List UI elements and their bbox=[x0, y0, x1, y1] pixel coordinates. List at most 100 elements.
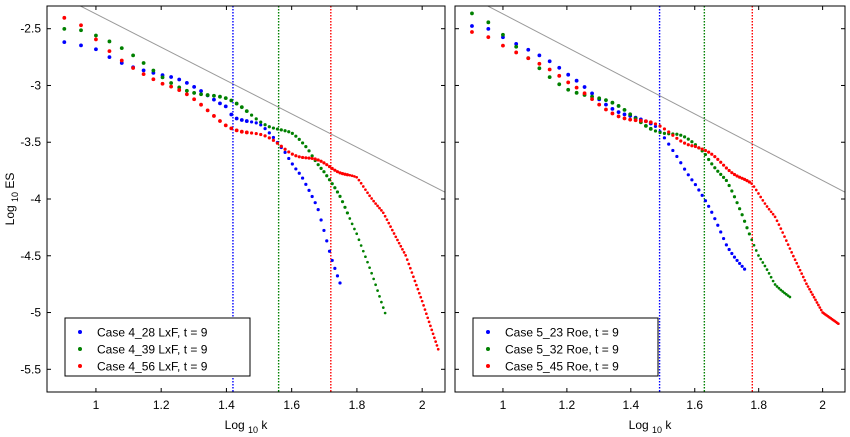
data-point bbox=[738, 261, 742, 266]
data-point bbox=[761, 261, 765, 264]
data-point bbox=[759, 257, 763, 261]
data-point bbox=[378, 206, 381, 210]
data-point bbox=[119, 46, 124, 51]
data-point bbox=[244, 130, 249, 135]
data-point bbox=[693, 182, 698, 187]
data-point bbox=[244, 119, 249, 123]
data-point bbox=[205, 108, 210, 113]
data-point bbox=[234, 128, 239, 133]
data-point bbox=[750, 238, 754, 242]
data-point bbox=[223, 104, 228, 109]
data-point bbox=[107, 39, 112, 44]
data-point bbox=[389, 225, 392, 228]
data-point bbox=[547, 75, 552, 79]
data-point bbox=[394, 235, 398, 239]
data-point bbox=[690, 140, 694, 144]
data-point bbox=[679, 161, 683, 165]
data-point bbox=[667, 142, 671, 146]
data-point bbox=[259, 132, 263, 137]
data-point bbox=[769, 210, 773, 214]
data-point bbox=[700, 147, 704, 151]
data-point bbox=[184, 80, 189, 85]
x-axis-label-var: k bbox=[662, 418, 672, 432]
data-point bbox=[290, 162, 294, 166]
data-point bbox=[249, 131, 254, 135]
data-point bbox=[107, 55, 112, 59]
data-point bbox=[771, 279, 775, 283]
data-point bbox=[279, 128, 283, 132]
data-point bbox=[752, 243, 756, 247]
data-point bbox=[62, 40, 67, 45]
data-point bbox=[566, 80, 571, 85]
data-point bbox=[254, 121, 258, 125]
data-point bbox=[679, 139, 683, 143]
data-point bbox=[435, 344, 439, 347]
data-point bbox=[94, 47, 98, 52]
data-point bbox=[423, 308, 427, 311]
data-point bbox=[267, 136, 271, 140]
data-point bbox=[697, 188, 701, 192]
data-point bbox=[223, 96, 228, 101]
data-point bbox=[283, 150, 287, 154]
data-point bbox=[199, 92, 203, 97]
data-point bbox=[325, 163, 329, 167]
data-point bbox=[192, 85, 197, 89]
data-point bbox=[735, 174, 739, 178]
data-point bbox=[703, 199, 708, 203]
data-point bbox=[703, 148, 708, 153]
data-point bbox=[747, 180, 751, 184]
data-point bbox=[703, 152, 708, 157]
data-point bbox=[304, 156, 308, 160]
data-point bbox=[754, 249, 758, 252]
data-point bbox=[470, 11, 474, 16]
data-point bbox=[353, 227, 356, 231]
data-point bbox=[682, 135, 687, 139]
data-point bbox=[754, 188, 758, 192]
data-point bbox=[368, 266, 371, 270]
data-point bbox=[345, 173, 350, 177]
data-point bbox=[662, 136, 667, 140]
data-point bbox=[514, 50, 519, 55]
data-point bbox=[719, 230, 723, 234]
data-point bbox=[767, 207, 771, 211]
data-point bbox=[300, 141, 305, 145]
data-point bbox=[486, 20, 491, 25]
data-point bbox=[62, 27, 67, 31]
data-point bbox=[325, 239, 329, 243]
data-point bbox=[735, 258, 739, 263]
data-point bbox=[374, 202, 377, 205]
data-point bbox=[730, 171, 734, 175]
x-tick-label: 1.4 bbox=[218, 398, 235, 412]
data-point bbox=[686, 143, 690, 147]
data-point bbox=[310, 194, 314, 199]
data-point bbox=[387, 221, 391, 225]
y-axis-label-main: Log bbox=[3, 202, 17, 225]
data-point bbox=[410, 271, 414, 274]
data-point bbox=[501, 43, 505, 48]
data-point bbox=[372, 199, 375, 203]
y-axis-label-var: ES bbox=[3, 173, 17, 192]
data-point bbox=[662, 127, 667, 131]
data-point bbox=[325, 174, 329, 178]
legend-marker bbox=[78, 364, 82, 368]
data-point bbox=[335, 170, 340, 174]
data-point bbox=[795, 261, 799, 265]
data-point bbox=[470, 30, 474, 34]
data-point bbox=[177, 88, 182, 92]
data-point bbox=[239, 129, 244, 134]
data-point bbox=[184, 92, 189, 97]
data-point bbox=[335, 190, 340, 194]
data-point bbox=[732, 255, 737, 259]
data-point bbox=[648, 126, 653, 131]
data-point bbox=[287, 150, 291, 154]
data-point bbox=[781, 290, 785, 293]
data-point bbox=[316, 163, 320, 167]
data-point bbox=[340, 172, 345, 176]
data-point bbox=[419, 295, 423, 299]
chart-panel-left: 1 1.2 1.4 1.6 1.8 2 -2.5 -3 -3.5 -4 -4.5 -5 -5.5 Log … bbox=[3, 5, 446, 435]
data-point bbox=[267, 131, 271, 135]
data-point bbox=[335, 274, 340, 278]
data-point bbox=[747, 232, 751, 236]
data-point bbox=[721, 236, 726, 241]
data-point bbox=[648, 120, 653, 125]
